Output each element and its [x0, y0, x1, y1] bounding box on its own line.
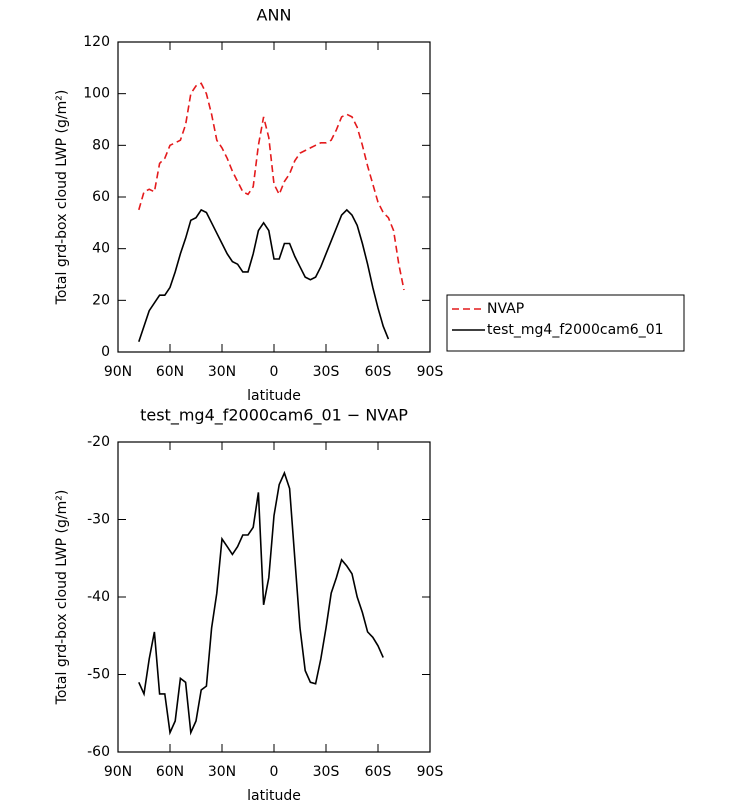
x-tick-label: 30N — [208, 364, 236, 380]
x-tick-label: 60N — [156, 364, 184, 380]
y-tick-label: -50 — [87, 667, 110, 683]
x-tick-label: 90S — [417, 364, 444, 380]
x-tick-label: 0 — [270, 764, 279, 780]
y-tick-label: 20 — [92, 292, 110, 308]
x-tick-label: 30S — [313, 764, 340, 780]
y-axis-label: Total grd-box cloud LWP (g/m²) — [54, 90, 70, 306]
x-tick-label: 30S — [313, 364, 340, 380]
plot-frame — [117, 41, 431, 353]
y-tick-label: 100 — [83, 86, 110, 102]
data-line — [138, 470, 384, 736]
plot-frame — [117, 441, 431, 753]
x-tick-label: 90N — [104, 364, 132, 380]
x-tick-label: 60S — [365, 364, 392, 380]
y-tick-label: 60 — [92, 189, 110, 205]
x-tick-label: 0 — [270, 364, 279, 380]
data-line — [138, 82, 405, 291]
data-line — [138, 208, 390, 342]
chart-title: ANN — [257, 6, 292, 25]
x-tick-label: 90N — [104, 764, 132, 780]
y-tick-label: 80 — [92, 137, 110, 153]
x-tick-label: 60S — [365, 764, 392, 780]
x-axis-label: latitude — [247, 388, 301, 404]
y-tick-label: -30 — [87, 512, 110, 528]
legend-label: NVAP — [487, 301, 524, 317]
y-axis-label: Total grd-box cloud LWP (g/m²) — [54, 490, 70, 706]
x-tick-label: 30N — [208, 764, 236, 780]
y-tick-label: 120 — [83, 34, 110, 50]
y-tick-label: -60 — [87, 744, 110, 760]
y-tick-label: 40 — [92, 241, 110, 257]
y-tick-label: 0 — [101, 344, 110, 360]
y-tick-label: -40 — [87, 589, 110, 605]
chart-title: test_mg4_f2000cam6_01 − NVAP — [140, 406, 408, 426]
legend-box — [446, 294, 685, 352]
y-tick-label: -20 — [87, 434, 110, 450]
legend-label: test_mg4_f2000cam6_01 — [487, 322, 664, 338]
legend: NVAP test_mg4_f2000cam6_01 — [446, 294, 685, 352]
x-axis-label: latitude — [247, 788, 301, 804]
x-tick-label: 60N — [156, 764, 184, 780]
x-tick-label: 90S — [417, 764, 444, 780]
